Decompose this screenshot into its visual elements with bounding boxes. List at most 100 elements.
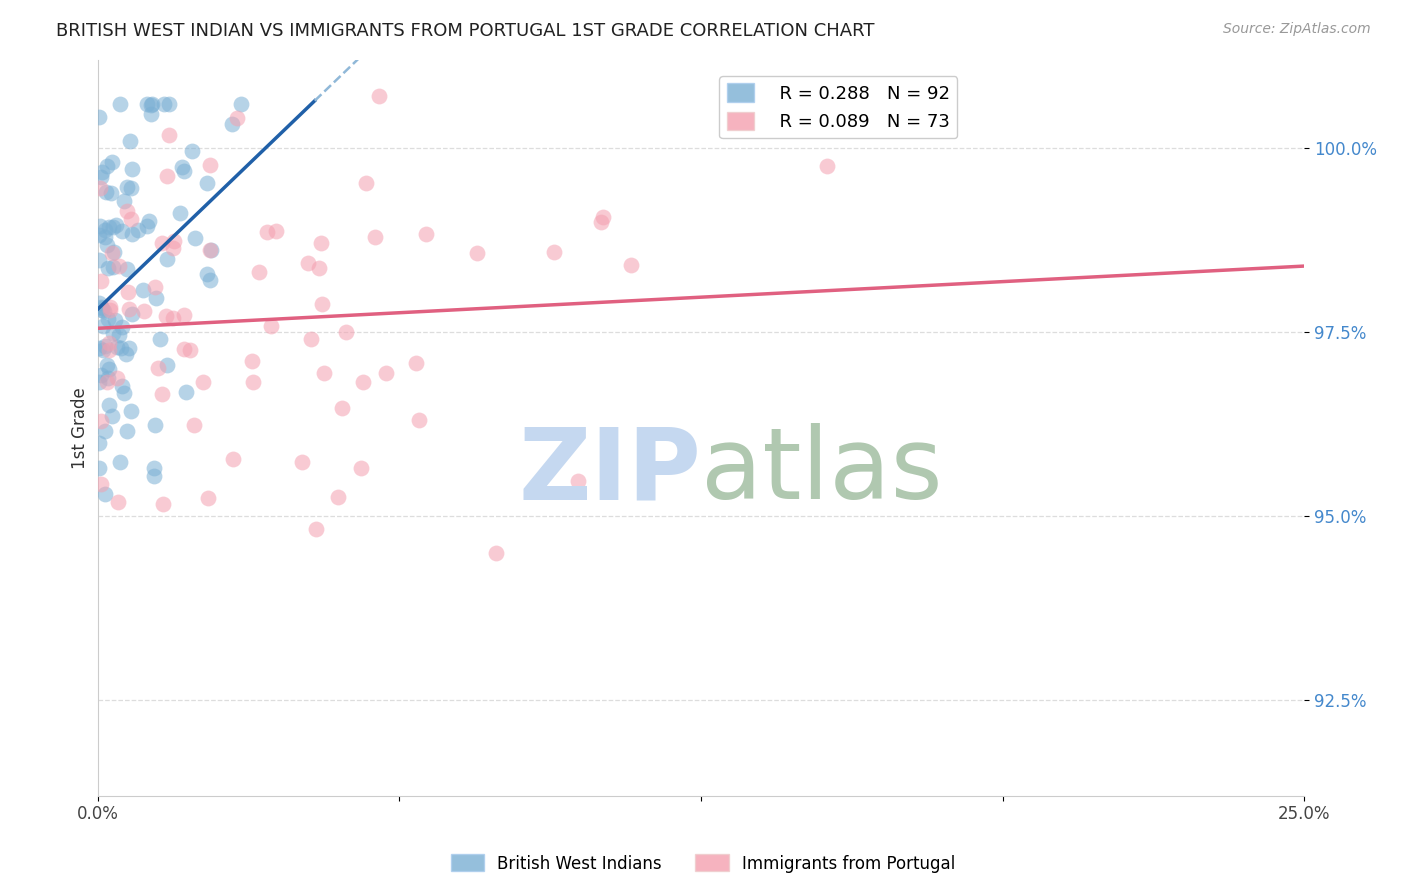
Point [93,303,115,318]
Point [94,339,117,353]
Point [308,261,330,276]
Point [101,245,124,260]
Text: Source: ZipAtlas.com: Source: ZipAtlas.com [1223,22,1371,37]
Point [183,418,205,433]
Point [200,244,222,258]
Point [103,245,125,260]
Point [155,309,177,323]
Point [157,96,180,111]
Point [150,387,173,401]
Point [374,366,396,380]
Point [153,96,176,111]
Point [222,451,245,466]
Point [364,229,387,244]
Point [110,341,132,355]
Point [465,246,488,260]
Point [87,375,110,389]
Point [115,203,138,218]
Point [356,176,378,190]
Point [191,376,214,390]
Point [104,218,127,232]
Point [87,461,110,475]
Point [90,303,112,318]
Point [221,117,243,131]
Point [98,303,121,318]
Point [104,313,127,327]
Point [132,283,155,297]
Point [108,328,131,343]
Point [352,375,374,389]
Point [138,213,160,227]
Text: BRITISH WEST INDIAN VS IMMIGRANTS FROM PORTUGAL 1ST GRADE CORRELATION CHART: BRITISH WEST INDIAN VS IMMIGRANTS FROM P… [56,22,875,40]
Point [260,319,283,334]
Point [120,180,142,194]
Point [103,260,125,275]
Point [97,260,120,275]
Point [299,332,322,346]
Point [350,461,373,475]
Point [87,227,110,242]
Point [132,304,155,318]
Point [815,159,838,173]
Point [97,312,120,326]
Point [145,279,167,293]
Point [90,414,112,428]
Point [107,259,129,273]
Point [118,134,141,148]
Point [311,297,333,311]
Point [101,409,124,423]
Point [87,296,110,310]
Text: ZIP: ZIP [517,424,702,520]
Point [90,477,112,491]
Point [98,300,121,314]
Point [247,265,270,279]
Point [173,342,195,356]
Point [90,274,112,288]
Point [117,341,139,355]
Point [93,318,115,333]
Point [179,343,201,357]
Point [229,96,252,111]
Point [90,169,112,184]
Point [408,413,430,427]
Point [543,245,565,260]
Point [96,237,118,252]
Point [136,219,159,233]
Point [111,223,134,237]
Point [139,98,162,112]
Point [93,424,115,438]
Point [97,343,120,357]
Point [145,291,167,305]
Point [94,186,117,200]
Point [143,417,166,432]
Point [90,301,112,315]
Point [198,273,221,287]
Point [141,107,163,121]
Point [149,332,172,346]
Point [240,353,263,368]
Point [592,211,614,225]
Point [105,370,128,384]
Point [169,206,191,220]
Point [108,96,131,111]
Text: atlas: atlas [702,424,942,520]
Point [112,386,135,401]
Legend:   R = 0.288   N = 92,   R = 0.089   N = 73: R = 0.288 N = 92, R = 0.089 N = 73 [720,76,957,138]
Point [98,398,121,412]
Point [226,111,249,125]
Point [87,436,110,450]
Point [163,235,186,249]
Point [97,336,120,351]
Point [143,469,166,483]
Point [120,212,142,227]
Point [114,347,136,361]
Point [485,546,508,560]
Point [172,160,194,174]
Point [291,455,314,469]
Point [312,366,335,380]
Point [173,308,195,322]
Point [264,224,287,238]
Point [330,401,353,415]
Point [143,461,166,475]
Point [98,220,121,235]
